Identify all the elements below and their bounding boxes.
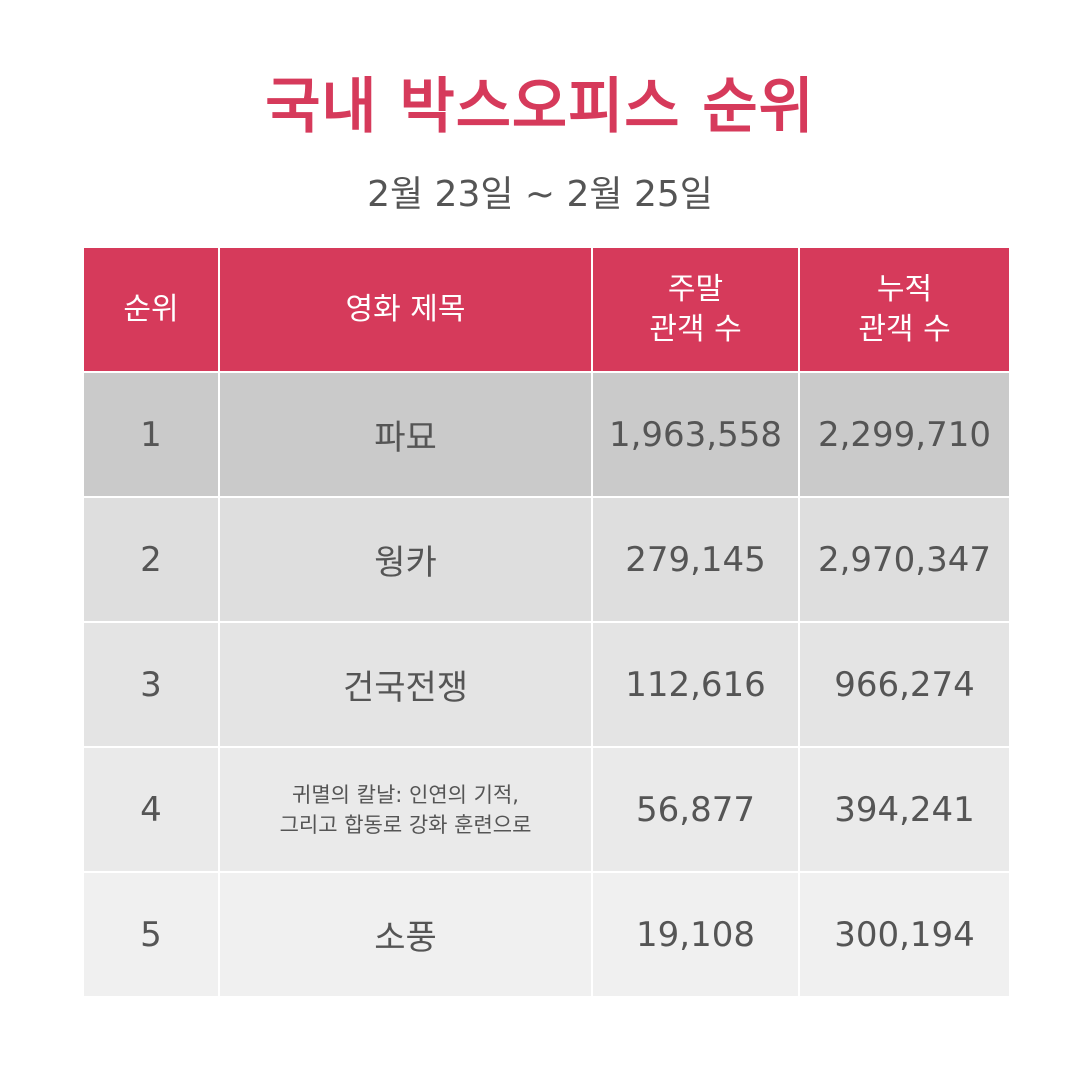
movie-title-cell: 귀멸의 칼날: 인연의 기적, 그리고 합동로 강화 훈련으로 (219, 746, 593, 872)
total-audience-cell: 2,299,710 (799, 371, 1009, 497)
weekend-audience-cell: 19,108 (592, 871, 800, 996)
total-audience-cell: 2,970,347 (799, 496, 1009, 622)
table-row: 2 웡카 279,145 2,970,347 (84, 496, 1009, 622)
movie-title-cell: 건국전쟁 (219, 621, 593, 747)
movie-title-cell: 웡카 (219, 496, 593, 622)
rank-cell: 3 (84, 621, 220, 747)
header-weekend-line2: 관객 수 (649, 311, 742, 347)
table-row: 3 건국전쟁 112,616 966,274 (84, 621, 1009, 747)
header-total-line2: 관객 수 (858, 311, 951, 347)
page-title: 국내 박스오피스 순위 (265, 72, 815, 142)
table-row: 5 소풍 19,108 300,194 (84, 871, 1009, 996)
rank-cell: 4 (84, 746, 220, 872)
rank-cell: 2 (84, 496, 220, 622)
header-total-audience: 누적 관객 수 (799, 248, 1009, 372)
weekend-audience-cell: 1,963,558 (592, 371, 800, 497)
rank-cell: 5 (84, 871, 220, 996)
header-total-line1: 누적 (876, 271, 933, 307)
movie-title-line2: 그리고 합동로 강화 훈련으로 (279, 812, 532, 837)
weekend-audience-cell: 56,877 (592, 746, 800, 872)
total-audience-cell: 300,194 (799, 871, 1009, 996)
header-rank: 순위 (84, 248, 220, 372)
rank-cell: 1 (84, 371, 220, 497)
header-weekend-line1: 주말 (667, 271, 724, 307)
header-movie-title: 영화 제목 (219, 248, 593, 372)
date-range: 2월 23일 ~ 2월 25일 (367, 174, 713, 215)
table-header-row: 순위 영화 제목 주말 관객 수 누적 관객 수 (84, 248, 1009, 372)
movie-title-line1: 귀멸의 칼날: 인연의 기적, (292, 782, 519, 807)
table-row: 1 파묘 1,963,558 2,299,710 (84, 371, 1009, 497)
total-audience-cell: 394,241 (799, 746, 1009, 872)
weekend-audience-cell: 112,616 (592, 621, 800, 747)
total-audience-cell: 966,274 (799, 621, 1009, 747)
movie-title-cell: 소풍 (219, 871, 593, 996)
header-weekend-audience: 주말 관객 수 (592, 248, 800, 372)
movie-title-cell: 파묘 (219, 371, 593, 497)
box-office-table: 순위 영화 제목 주말 관객 수 누적 관객 수 1 파묘 1,963,558 … (84, 248, 1009, 996)
table-row: 4 귀멸의 칼날: 인연의 기적, 그리고 합동로 강화 훈련으로 56,877… (84, 746, 1009, 872)
weekend-audience-cell: 279,145 (592, 496, 800, 622)
